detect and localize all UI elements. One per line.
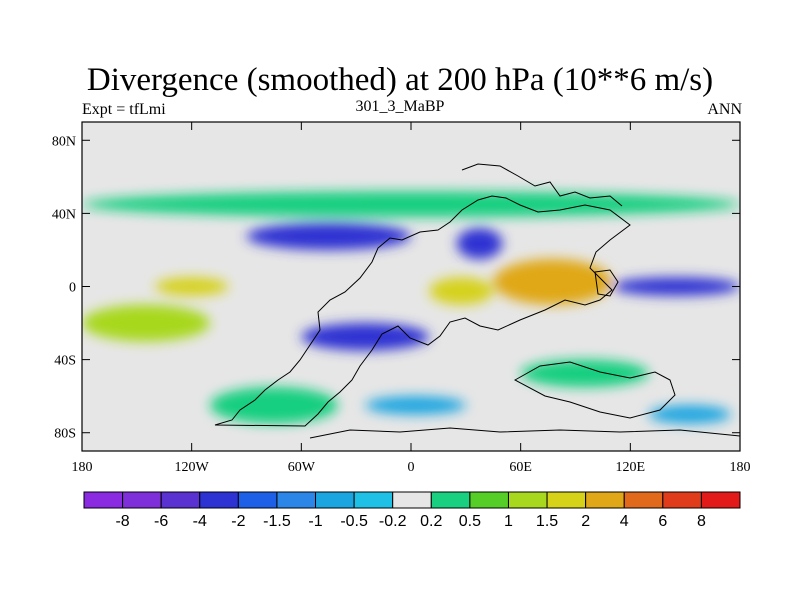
colorbar-box-6: [315, 491, 355, 509]
field-region-9: [82, 304, 210, 342]
y-tick-label-0: 80N: [52, 134, 76, 149]
colorbar-label-10: 1: [504, 513, 513, 530]
colorbar-label-3: -2: [231, 513, 245, 530]
colorbar-box-9: [430, 491, 471, 509]
colorbar-label-12: 2: [581, 513, 590, 530]
colorbar-box-16: [700, 491, 741, 509]
y-tick-label-2: 0: [69, 281, 76, 296]
field-region-4: [429, 277, 494, 305]
chart-title: Divergence (smoothed) at 200 hPa (10**6 …: [86, 62, 714, 98]
colorbar-label-1: -6: [154, 513, 168, 530]
colorbar-label-13: 4: [620, 513, 629, 530]
field-region-7: [155, 277, 229, 296]
coastline-outline: [214, 163, 740, 439]
coastline-main: [214, 195, 631, 427]
x-tick-label-5: 120E: [616, 460, 646, 475]
case-label: 301_3_MaBP: [355, 98, 445, 115]
colorbar-label-0: -8: [115, 513, 129, 530]
colorbar-box-12: [546, 491, 587, 509]
colorbar-box-11: [507, 491, 548, 509]
colorbar-label-15: 8: [697, 513, 706, 530]
colorbar-label-11: 1.5: [536, 513, 558, 530]
colorbar-box-10: [469, 491, 509, 509]
x-tick-label-1: 120W: [175, 460, 210, 475]
colorbar-box-15: [662, 491, 702, 509]
x-axis: 180 120W 60W 0 60E 120E 180: [72, 122, 751, 475]
colorbar-box-2: [160, 491, 201, 509]
x-tick-label-0: 180: [72, 460, 93, 475]
y-tick-label-4: 80S: [54, 427, 76, 442]
coastline-antarctica: [309, 427, 740, 439]
colorbar-label-14: 6: [658, 513, 667, 530]
coastline-australia: [513, 361, 676, 419]
experiment-label: Expt = tfLmi: [82, 101, 166, 118]
season-label: ANN: [707, 101, 742, 118]
colorbar-box-13: [585, 491, 625, 509]
colorbar-box-8: [392, 491, 432, 509]
colorbar-label-4: -1.5: [263, 513, 291, 530]
coastline-island: [594, 269, 619, 297]
x-tick-label-3: 0: [408, 460, 415, 475]
colorbar-label-6: -0.5: [340, 513, 368, 530]
colorbar-label-5: -1: [308, 513, 322, 530]
field-region-2: [456, 228, 503, 260]
field-region-10: [365, 396, 466, 415]
divergence-field: [82, 191, 740, 424]
colorbar-label-2: -4: [193, 513, 207, 530]
y-tick-label-3: 40S: [54, 354, 76, 369]
y-axis: 80N 40N 0 40S 80S: [52, 134, 740, 442]
colorbar-box-14: [623, 491, 664, 509]
field-region-5: [301, 323, 430, 351]
x-tick-label-6: 180: [730, 460, 751, 475]
colorbar-box-0: [83, 491, 124, 509]
field-region-3: [493, 259, 613, 305]
colorbar-label-7: -0.2: [379, 513, 407, 530]
colorbar-box-3: [199, 491, 239, 509]
colorbar-box-1: [122, 491, 162, 509]
colorbar-label-9: 0.5: [459, 513, 481, 530]
colorbar-box-5: [276, 491, 317, 509]
colorbar-label-8: 0.2: [420, 513, 442, 530]
field-region-6: [612, 277, 740, 296]
y-tick-label-1: 40N: [52, 207, 76, 222]
colorbar-box-4: [237, 491, 278, 509]
field-region-0: [82, 191, 740, 218]
field-region-1: [246, 222, 411, 250]
x-tick-label-4: 60E: [509, 460, 532, 475]
field-region-11: [209, 387, 338, 424]
field-region-12: [648, 405, 731, 424]
x-tick-label-2: 60W: [288, 460, 316, 475]
field-region-8: [520, 359, 649, 388]
colorbar-box-7: [353, 491, 394, 509]
coastline-north: [461, 163, 623, 207]
